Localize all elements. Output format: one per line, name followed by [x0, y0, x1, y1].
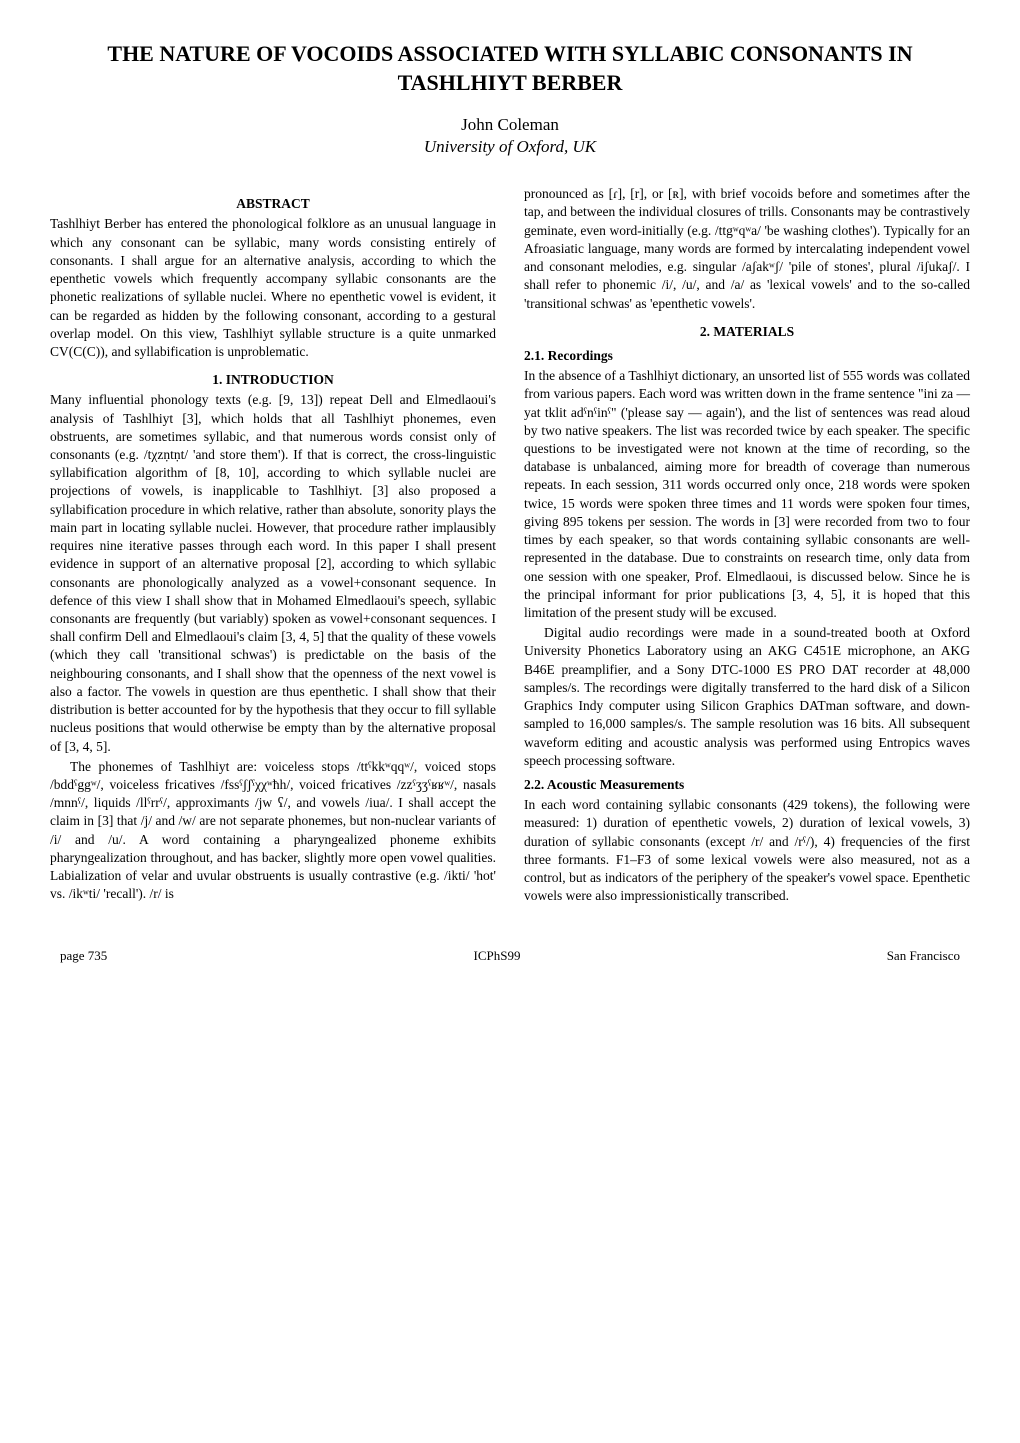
left-column: ABSTRACT Tashlhiyt Berber has entered th… [50, 185, 496, 907]
right-continuation-paragraph: pronounced as [ɾ], [r], or [ʀ], with bri… [524, 185, 970, 313]
page-footer: page 735 ICPhS99 San Francisco [50, 948, 970, 964]
recordings-paragraph-2: Digital audio recordings were made in a … [524, 624, 970, 770]
recordings-paragraph-1: In the absence of a Tashlhiyt dictionary… [524, 367, 970, 622]
two-column-layout: ABSTRACT Tashlhiyt Berber has entered th… [50, 185, 970, 907]
introduction-heading: 1. INTRODUCTION [50, 371, 496, 389]
right-column: pronounced as [ɾ], [r], or [ʀ], with bri… [524, 185, 970, 907]
footer-conference: ICPhS99 [474, 948, 521, 964]
paper-affiliation: University of Oxford, UK [50, 137, 970, 157]
intro-paragraph-2: The phonemes of Tashlhiyt are: voiceless… [50, 758, 496, 904]
acoustic-paragraph-1: In each word containing syllabic consona… [524, 796, 970, 905]
paper-author: John Coleman [50, 115, 970, 135]
recordings-heading: 2.1. Recordings [524, 347, 970, 365]
paper-title: THE NATURE OF VOCOIDS ASSOCIATED WITH SY… [50, 40, 970, 97]
footer-page-number: page 735 [60, 948, 107, 964]
acoustic-heading: 2.2. Acoustic Measurements [524, 776, 970, 794]
footer-location: San Francisco [887, 948, 960, 964]
intro-paragraph-1: Many influential phonology texts (e.g. [… [50, 391, 496, 755]
materials-heading: 2. MATERIALS [524, 323, 970, 341]
abstract-heading: ABSTRACT [50, 195, 496, 213]
abstract-text: Tashlhiyt Berber has entered the phonolo… [50, 215, 496, 361]
